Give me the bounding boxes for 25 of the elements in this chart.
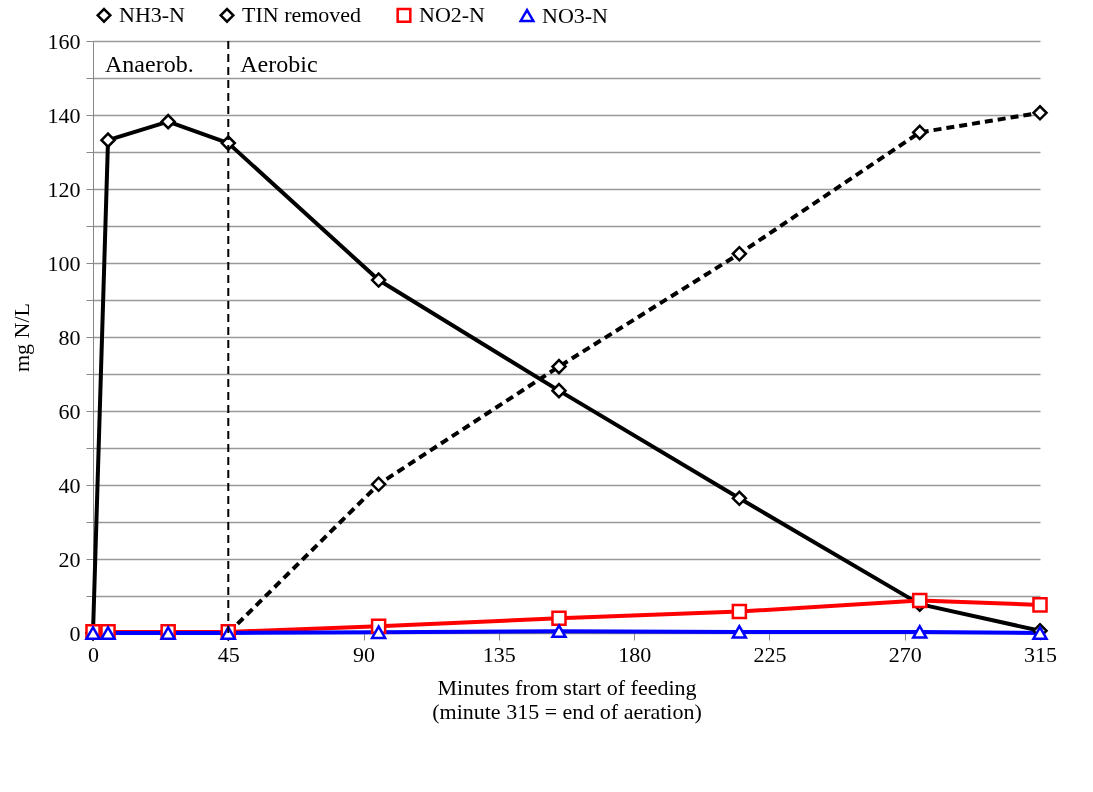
legend-label: NH3-N	[119, 2, 186, 28]
annotation: Anaerob.	[105, 51, 194, 77]
x-tick-label: 180	[618, 641, 652, 667]
y-tick-label: 40	[58, 472, 81, 498]
x-tick-label: 45	[217, 641, 240, 667]
x-axis-title: Minutes from start of feeding (minute 315 = end of aeration)	[432, 674, 702, 724]
x-tick-label: 225	[753, 641, 787, 667]
legend-label: NO2-N	[419, 2, 486, 28]
y-tick-label: 140	[47, 102, 81, 128]
y-tick-label: 100	[47, 250, 81, 276]
y-tick-label: 60	[58, 398, 81, 424]
x-tick-label: 270	[888, 641, 922, 667]
annotation: Aerobic	[240, 51, 318, 77]
legend-label: NO3-N	[542, 2, 609, 28]
x-tick-label: 90	[353, 641, 376, 667]
x-tick-label: 315	[1024, 641, 1057, 667]
y-tick-label: 0	[69, 620, 81, 646]
y-tick-label: 20	[58, 546, 81, 572]
legend-label: TIN removed	[242, 2, 362, 28]
y-axis-title: mg N/L	[8, 302, 34, 373]
x-tick-label: 0	[88, 641, 99, 667]
y-tick-label: 160	[47, 28, 81, 54]
y-tick-label: 120	[47, 176, 81, 202]
x-tick-label: 135	[482, 641, 516, 667]
y-tick-label: 80	[58, 324, 81, 350]
